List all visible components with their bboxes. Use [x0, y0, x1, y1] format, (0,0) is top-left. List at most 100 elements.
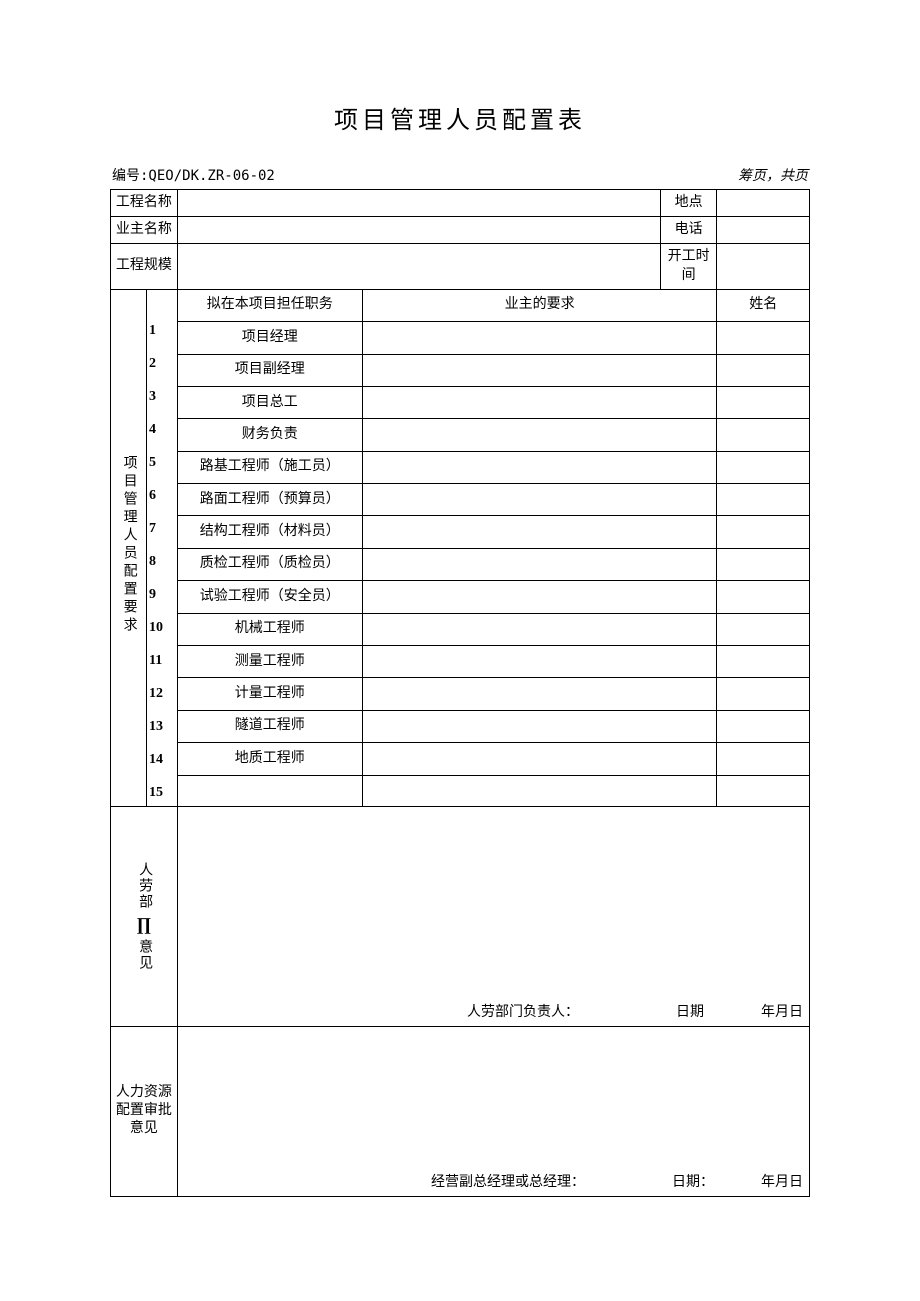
req-cell	[362, 548, 717, 580]
info-row-scale: 工程规模 开工时间	[111, 244, 810, 289]
pos-cell: 测量工程师	[177, 646, 362, 678]
req-cell	[362, 451, 717, 483]
row-num: 9	[149, 586, 175, 604]
req-cell	[362, 322, 717, 354]
name-cell	[717, 710, 810, 742]
col-position: 拟在本项目担任职务	[177, 289, 362, 321]
phone-value	[717, 217, 810, 244]
project-name-label: 工程名称	[111, 190, 178, 217]
info-row-owner: 业主名称 电话	[111, 217, 810, 244]
approval-signature-line: 经营副总经理或总经理： 日期： 年月日	[431, 1174, 803, 1192]
row-num: 3	[149, 388, 175, 406]
req-cell	[362, 516, 717, 548]
scale-value	[177, 244, 660, 289]
pos-cell: 机械工程师	[177, 613, 362, 645]
row-num: 15	[149, 784, 175, 802]
hr-content-cell: 人劳部门负责人： 日期 年月日	[177, 806, 809, 1026]
pos-cell: 质检工程师（质检员）	[177, 548, 362, 580]
table-row	[111, 775, 810, 806]
req-cell	[362, 646, 717, 678]
section-label-cell: 项目管理人员配置要求	[111, 289, 147, 806]
name-cell	[717, 484, 810, 516]
table-row: 隧道工程师	[111, 710, 810, 742]
row-num: 13	[149, 718, 175, 736]
req-cell	[362, 613, 717, 645]
row-num: 12	[149, 685, 175, 703]
section-label: 项目管理人员配置要求	[119, 455, 137, 635]
req-cell	[362, 484, 717, 516]
location-value	[717, 190, 810, 217]
table-row: 测量工程师	[111, 646, 810, 678]
pos-cell: 项目副经理	[177, 354, 362, 386]
approval-row: 人力资源配置审批意见 经营副总经理或总经理： 日期： 年月日	[111, 1026, 810, 1196]
page-info: 筹页，共页	[738, 165, 808, 185]
pos-cell: 计量工程师	[177, 678, 362, 710]
table-row: 财务负责	[111, 419, 810, 451]
col-requirement: 业主的要求	[362, 289, 717, 321]
table-row: 计量工程师	[111, 678, 810, 710]
name-cell	[717, 451, 810, 483]
hr-signature-line: 人劳部门负责人： 日期 年月日	[467, 1004, 803, 1022]
pos-cell: 项目经理	[177, 322, 362, 354]
config-table: 工程名称 地点 业主名称 电话 工程规模 开工时间 项目管理人员配置要求 1 2…	[110, 189, 810, 1197]
hr-label-1: 人劳部	[133, 862, 155, 910]
approval-label-cell: 人力资源配置审批意见	[111, 1026, 178, 1196]
location-label: 地点	[660, 190, 717, 217]
row-num: 4	[149, 421, 175, 439]
req-cell	[362, 775, 717, 806]
name-cell	[717, 516, 810, 548]
name-cell	[717, 678, 810, 710]
number-column: 1 2 3 4 5 6 7 8 9 10 11 12 13 14 15	[146, 289, 177, 806]
hr-label-2: 意见	[133, 939, 155, 971]
table-row: 质检工程师（质检员）	[111, 548, 810, 580]
table-row: 结构工程师（材料员）	[111, 516, 810, 548]
owner-name-value	[177, 217, 660, 244]
name-cell	[717, 743, 810, 775]
req-cell	[362, 419, 717, 451]
req-cell	[362, 678, 717, 710]
req-cell	[362, 710, 717, 742]
start-time-label: 开工时间	[660, 244, 717, 289]
name-cell	[717, 354, 810, 386]
name-cell	[717, 386, 810, 418]
doc-code: 编号:QEO/DK.ZR-06-02	[112, 165, 275, 185]
table-row: 项目经理	[111, 322, 810, 354]
name-cell	[717, 322, 810, 354]
row-num: 5	[149, 454, 175, 472]
table-row: 路基工程师（施工员）	[111, 451, 810, 483]
name-cell	[717, 419, 810, 451]
req-cell	[362, 581, 717, 613]
row-num: 14	[149, 751, 175, 769]
pos-cell: 财务负责	[177, 419, 362, 451]
row-num: 11	[149, 652, 175, 670]
hr-opinion-row: 人劳部 ∏ 意见 人劳部门负责人： 日期 年月日	[111, 806, 810, 1026]
row-num: 10	[149, 619, 175, 637]
name-cell	[717, 581, 810, 613]
table-row: 路面工程师（预算员）	[111, 484, 810, 516]
table-row: 地质工程师	[111, 743, 810, 775]
table-row: 机械工程师	[111, 613, 810, 645]
approval-label: 人力资源配置审批意见	[116, 1085, 172, 1136]
info-row-project: 工程名称 地点	[111, 190, 810, 217]
row-num: 7	[149, 520, 175, 538]
table-row: 项目副经理	[111, 354, 810, 386]
pos-cell: 路基工程师（施工员）	[177, 451, 362, 483]
pos-cell	[177, 775, 362, 806]
row-num: 2	[149, 355, 175, 373]
header-row: 编号:QEO/DK.ZR-06-02 筹页，共页	[110, 165, 810, 185]
start-time-value	[717, 244, 810, 289]
hr-label-cell: 人劳部 ∏ 意见	[111, 806, 178, 1026]
pos-cell: 项目总工	[177, 386, 362, 418]
pos-cell: 试验工程师（安全员）	[177, 581, 362, 613]
owner-name-label: 业主名称	[111, 217, 178, 244]
phone-label: 电话	[660, 217, 717, 244]
req-cell	[362, 743, 717, 775]
list-header-row: 项目管理人员配置要求 1 2 3 4 5 6 7 8 9 10 11 12 13…	[111, 289, 810, 321]
name-cell	[717, 646, 810, 678]
col-name: 姓名	[717, 289, 810, 321]
page-title: 项目管理人员配置表	[110, 100, 810, 135]
pos-cell: 路面工程师（预算员）	[177, 484, 362, 516]
req-cell	[362, 386, 717, 418]
pos-cell: 地质工程师	[177, 743, 362, 775]
row-num: 6	[149, 487, 175, 505]
